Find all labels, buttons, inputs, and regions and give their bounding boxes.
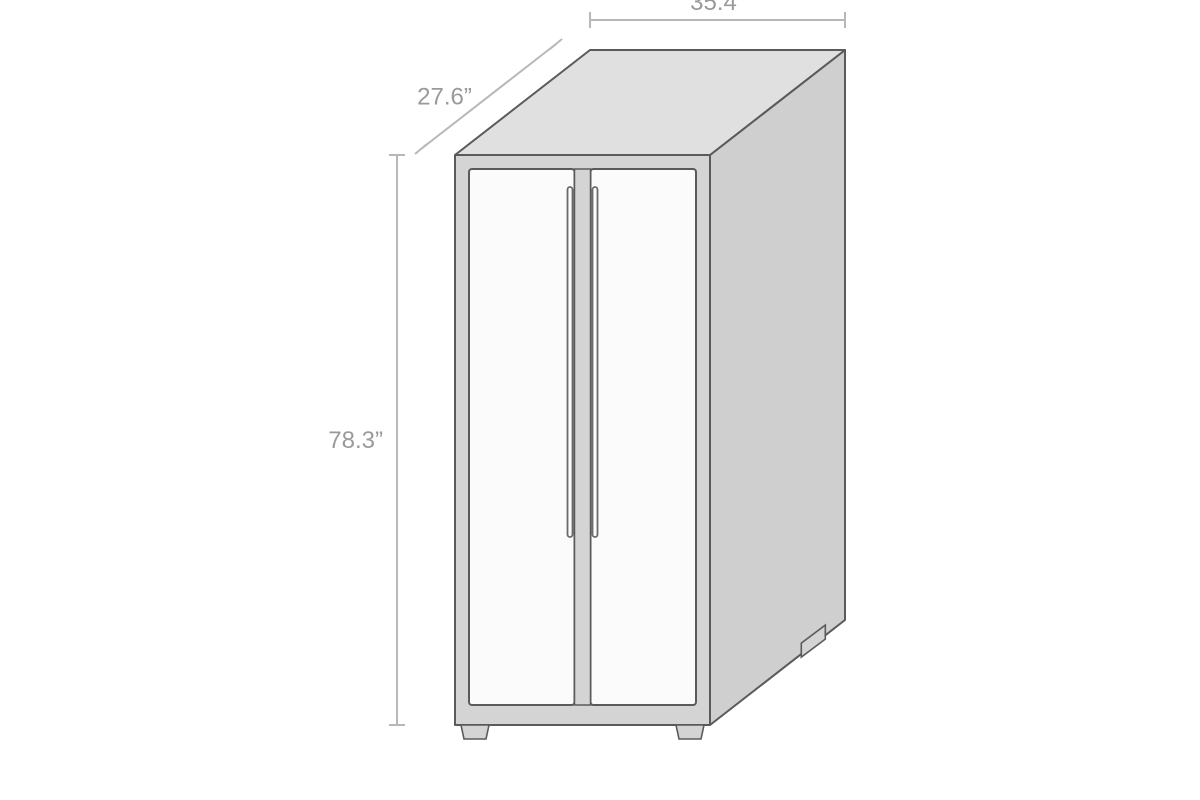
foot-front-right bbox=[676, 725, 704, 739]
door-divider bbox=[575, 169, 591, 705]
dimension-diagram: 35.4” 27.6” 78.3” bbox=[0, 0, 1200, 800]
door-left bbox=[469, 169, 575, 705]
label-height: 78.3” bbox=[328, 427, 383, 454]
cabinet-side bbox=[710, 50, 845, 725]
door-right bbox=[591, 169, 697, 705]
foot-front-left bbox=[461, 725, 489, 739]
label-width: 35.4” bbox=[690, 0, 745, 16]
label-depth: 27.6” bbox=[417, 84, 472, 111]
